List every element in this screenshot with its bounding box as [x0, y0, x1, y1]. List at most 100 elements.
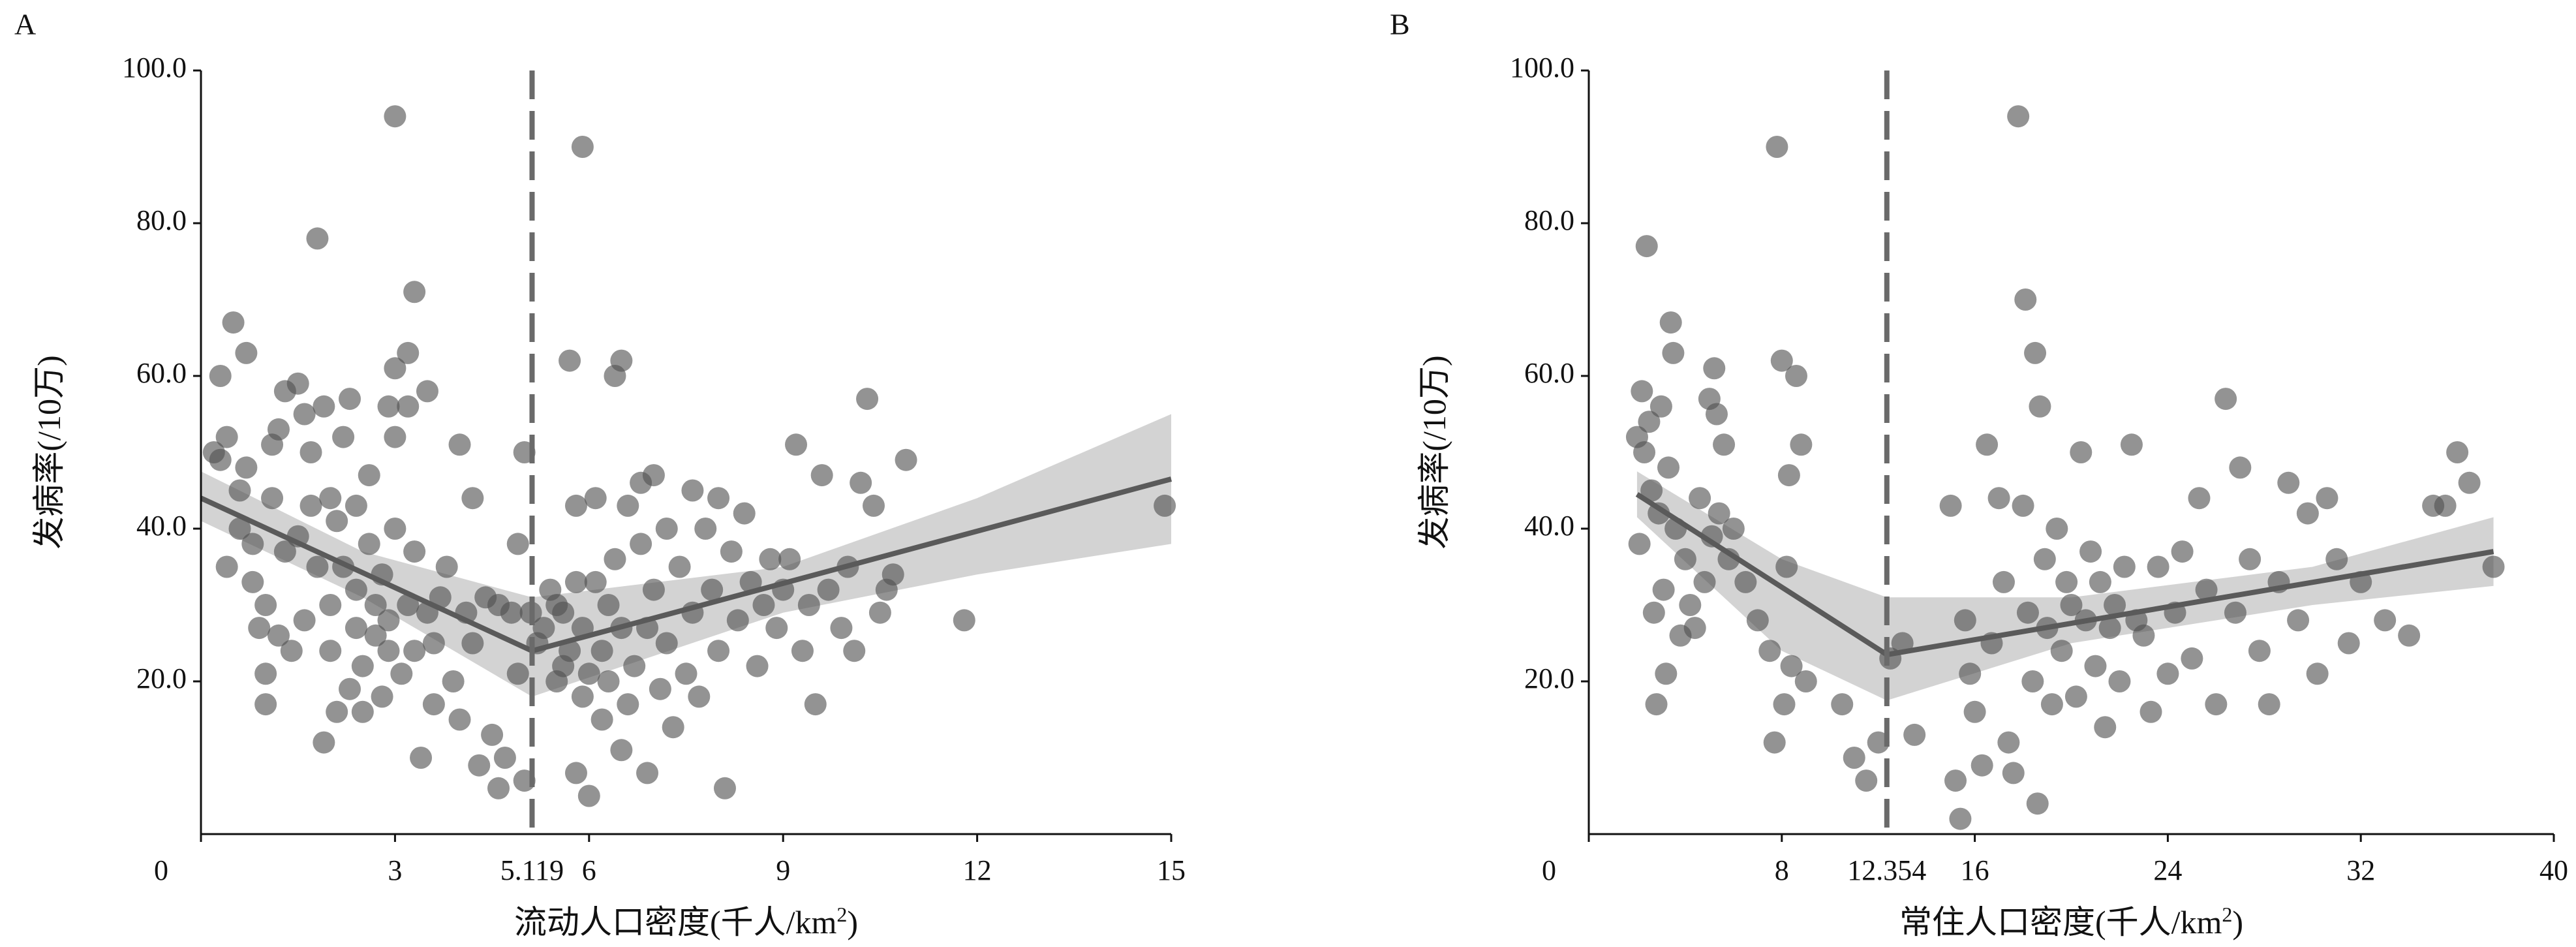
x-axis-label-main: 流动人口密度(千人/km	[514, 904, 837, 940]
scatter-point	[2120, 433, 2143, 456]
scatter-point	[765, 617, 788, 640]
scatter-point	[345, 494, 367, 517]
scatter-point	[584, 570, 607, 593]
scatter-point	[313, 395, 335, 418]
x-tick-label: 8	[1775, 854, 1789, 886]
scatter-point	[1831, 693, 1854, 716]
scatter-point	[487, 777, 510, 800]
scatter-point	[319, 487, 342, 510]
x-tick-label: 6	[582, 854, 596, 886]
scatter-point	[1628, 533, 1651, 555]
breakpoint-label: 5.119	[500, 854, 564, 886]
scatter-point	[506, 533, 529, 555]
scatter-point	[1154, 494, 1176, 517]
scatter-point	[1843, 747, 1865, 769]
scatter-point	[850, 471, 872, 494]
scatter-point	[2014, 288, 2037, 311]
scatter-point	[694, 518, 717, 540]
scatter-point	[1785, 365, 1807, 387]
scatter-point	[571, 685, 594, 708]
scatter-point	[306, 555, 329, 578]
scatter-point	[630, 533, 652, 555]
x-axis-label-close: )	[2232, 904, 2243, 940]
scatter-point	[448, 708, 471, 731]
scatter-point	[448, 433, 471, 456]
scatter-point	[442, 670, 465, 692]
scatter-point	[209, 448, 232, 471]
breakpoint-label: 12.354	[1847, 854, 1926, 886]
scatter-point	[235, 341, 258, 364]
scatter-point	[2337, 632, 2360, 655]
scatter-point	[1773, 693, 1796, 716]
scatter-point	[2029, 395, 2051, 418]
x-axis-label-sup: 2	[2222, 903, 2232, 926]
scatter-point	[2156, 662, 2179, 685]
scatter-point	[617, 693, 639, 716]
scatter-point	[1970, 754, 1993, 777]
scatter-point	[377, 609, 400, 632]
scatter-point	[384, 105, 406, 128]
x-tick-label: 40	[2539, 854, 2568, 886]
scatter-point	[584, 487, 607, 510]
scatter-point	[358, 464, 380, 487]
scatter-point	[429, 586, 452, 609]
x-tick-label: 24	[2153, 854, 2182, 886]
scatter-point	[688, 685, 711, 708]
scatter-point	[1642, 601, 1665, 624]
scatter-point	[461, 487, 484, 510]
scatter-point	[345, 578, 367, 601]
scatter-point	[2021, 670, 2044, 692]
scatter-point	[2188, 487, 2211, 510]
scatter-point	[2104, 594, 2126, 616]
scatter-point	[1713, 433, 1736, 456]
scatter-point	[642, 578, 665, 601]
scatter-point	[1674, 548, 1696, 570]
x-axis-label-main: 常住人口密度(千人/km	[1899, 904, 2222, 940]
scatter-point	[559, 349, 581, 372]
x-tick-label: 16	[1961, 854, 1989, 886]
scatter-point	[2064, 685, 2087, 708]
scatter-points	[1625, 105, 2505, 830]
scatter-point	[617, 494, 639, 517]
scatter-point	[2171, 540, 2194, 563]
scatter-point	[1855, 769, 1878, 792]
scatter-point	[228, 518, 251, 540]
scatter-point	[2079, 540, 2102, 563]
scatter-point	[1758, 640, 1781, 662]
scatter-point	[701, 578, 724, 601]
scatter-point	[1655, 662, 1678, 685]
scatter-point	[752, 594, 775, 616]
y-tick-label: 80.0	[1524, 204, 1574, 236]
scatter-points	[202, 105, 1176, 807]
scatter-point	[1959, 662, 1982, 685]
scatter-point	[1645, 693, 1668, 716]
scatter-point	[552, 601, 575, 624]
scatter-point	[564, 570, 587, 593]
scatter-point	[384, 426, 406, 448]
scatter-point	[248, 617, 271, 640]
scatter-point	[1867, 731, 1890, 754]
scatter-point	[2446, 441, 2469, 463]
y-tick-label: 80.0	[136, 204, 187, 236]
scatter-point	[1652, 578, 1675, 601]
scatter-point	[2306, 662, 2329, 685]
scatter-point	[1780, 655, 1803, 677]
scatter-point	[241, 570, 264, 593]
scatter-point	[791, 640, 814, 662]
scatter-point	[358, 533, 380, 555]
scatter-point	[577, 662, 600, 685]
scatter-point	[642, 464, 665, 487]
scatter-point	[739, 570, 762, 593]
panel-label: B	[1390, 8, 1410, 41]
scatter-point	[577, 784, 600, 807]
scatter-point	[416, 380, 438, 403]
scatter-point	[1963, 700, 1986, 723]
scatter-point	[2434, 494, 2457, 517]
x-tick-label: 15	[1157, 854, 1186, 886]
scatter-point	[222, 311, 245, 334]
scatter-point	[215, 555, 238, 578]
x-tick-label: 0	[1542, 854, 1556, 886]
scatter-point	[254, 662, 277, 685]
scatter-point	[810, 464, 833, 487]
scatter-point	[2205, 693, 2228, 716]
